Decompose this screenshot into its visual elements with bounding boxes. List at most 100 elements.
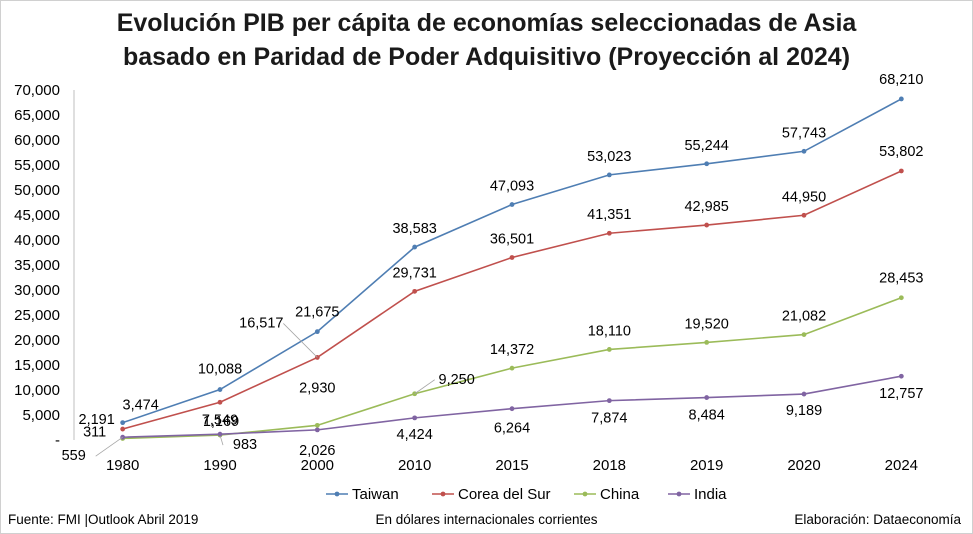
data-point-taiwan (120, 420, 126, 426)
data-point-taiwan (509, 202, 515, 207)
data-point-india (314, 427, 320, 433)
data-label-taiwan: 38,583 (392, 221, 436, 237)
footer-units: En dólares internacionales corrientes (375, 512, 598, 527)
data-label-india: 9,189 (786, 403, 822, 419)
data-label-china: 14,372 (490, 342, 534, 358)
data-label-india: 8,484 (689, 408, 725, 424)
data-label-china: 19,520 (684, 316, 728, 332)
y-tick-label: 15,000 (14, 357, 60, 374)
data-label-leader (219, 434, 224, 446)
chart-title-line-1: Evolución PIB per cápita de economías se… (116, 9, 857, 37)
data-label-india: 4,424 (397, 427, 433, 443)
data-label-china: 9,250 (439, 372, 475, 388)
data-point-taiwan (412, 244, 418, 250)
data-label-corea-del-sur: 44,950 (782, 189, 826, 205)
data-label-taiwan: 3,474 (123, 398, 159, 414)
data-label-china: 311 (83, 424, 106, 440)
y-tick-label: 40,000 (14, 232, 60, 249)
y-tick-label: 65,000 (14, 107, 60, 124)
data-point-corea-del-sur (801, 212, 807, 218)
data-point-china (801, 332, 807, 337)
legend-label-china: China (600, 486, 640, 503)
data-label-china: 2,930 (299, 380, 335, 396)
data-point-corea-del-sur (898, 168, 904, 174)
data-label-corea-del-sur: 16,517 (239, 315, 283, 331)
legend-label-taiwan: Taiwan (352, 486, 399, 503)
data-label-taiwan: 10,088 (198, 362, 242, 378)
data-point-china (704, 340, 710, 345)
data-point-china (606, 347, 612, 352)
x-tick-label: 2020 (787, 457, 820, 474)
data-point-taiwan (898, 96, 904, 102)
data-point-taiwan (801, 148, 807, 154)
y-tick-label: 30,000 (14, 282, 60, 299)
data-point-taiwan (217, 387, 223, 392)
data-label-india: 12,757 (879, 386, 923, 402)
series-line-corea-del-sur (122, 170, 902, 430)
data-point-india (704, 395, 710, 400)
legend-marker-taiwan (334, 491, 340, 497)
data-point-china (314, 422, 320, 428)
data-label-india: 2,026 (299, 443, 335, 459)
data-point-india (412, 415, 418, 421)
data-point-india (801, 391, 807, 397)
data-label-taiwan: 57,743 (782, 125, 826, 141)
y-tick-label: 60,000 (14, 132, 60, 149)
chart-title: Evolución PIB per cápita de economías se… (0, 6, 973, 74)
data-label-corea-del-sur: 7,549 (202, 412, 238, 428)
data-point-corea-del-sur (704, 222, 710, 228)
data-label-taiwan: 68,210 (879, 72, 923, 88)
data-label-china: 18,110 (588, 323, 631, 339)
data-label-corea-del-sur: 29,731 (392, 265, 436, 281)
data-point-taiwan (606, 172, 612, 178)
data-point-corea-del-sur (606, 230, 612, 236)
y-tick-label: 50,000 (14, 182, 60, 199)
x-tick-label: 2000 (301, 457, 334, 474)
y-tick-label: 10,000 (14, 382, 60, 399)
data-point-china (898, 295, 904, 301)
data-label-china: 28,453 (879, 271, 923, 287)
x-tick-label: 1980 (106, 457, 139, 474)
x-tick-label: 2019 (690, 457, 723, 474)
data-point-corea-del-sur (412, 288, 418, 294)
data-point-corea-del-sur (120, 426, 126, 432)
data-point-india (217, 431, 223, 437)
data-label-india: 1,169 (203, 414, 239, 430)
y-tick-label: 25,000 (14, 307, 60, 324)
data-label-china: 21,082 (782, 309, 826, 325)
footer-source: Fuente: FMI |Outlook Abril 2019 (8, 512, 199, 527)
legend-label-corea-del-sur: Corea del Sur (458, 486, 551, 503)
y-tick-label: 70,000 (14, 82, 60, 99)
y-tick-label: 5,000 (22, 407, 60, 424)
chart-title-line-2: basado en Paridad de Poder Adquisitivo (… (122, 43, 851, 71)
legend-marker-china (582, 491, 588, 497)
data-label-india: 559 (62, 448, 86, 464)
data-point-india (898, 373, 904, 379)
data-label-corea-del-sur: 2,191 (79, 412, 115, 428)
data-point-china (509, 365, 515, 371)
data-point-corea-del-sur (217, 399, 223, 405)
data-point-corea-del-sur (509, 255, 515, 260)
data-label-india: 6,264 (494, 421, 530, 437)
data-label-taiwan: 53,023 (587, 149, 631, 165)
data-label-leader (95, 436, 123, 457)
data-label-corea-del-sur: 53,802 (879, 144, 923, 160)
data-point-taiwan (314, 329, 320, 335)
data-label-leader (283, 323, 318, 358)
data-point-india (509, 406, 515, 412)
y-tick-label: - (55, 432, 60, 449)
data-label-taiwan: 47,093 (490, 179, 534, 195)
data-label-india: 7,874 (591, 411, 627, 427)
data-label-taiwan: 55,244 (684, 138, 728, 154)
data-label-taiwan: 21,675 (295, 305, 339, 321)
legend-marker-corea-del-sur (440, 491, 446, 497)
data-point-taiwan (704, 161, 710, 167)
x-tick-label: 2024 (885, 457, 918, 474)
x-tick-label: 2010 (398, 457, 431, 474)
data-point-india (606, 398, 612, 404)
x-tick-label: 1990 (203, 457, 236, 474)
x-tick-label: 2015 (495, 457, 528, 474)
legend-marker-india (676, 491, 682, 497)
data-label-leader (414, 379, 435, 395)
